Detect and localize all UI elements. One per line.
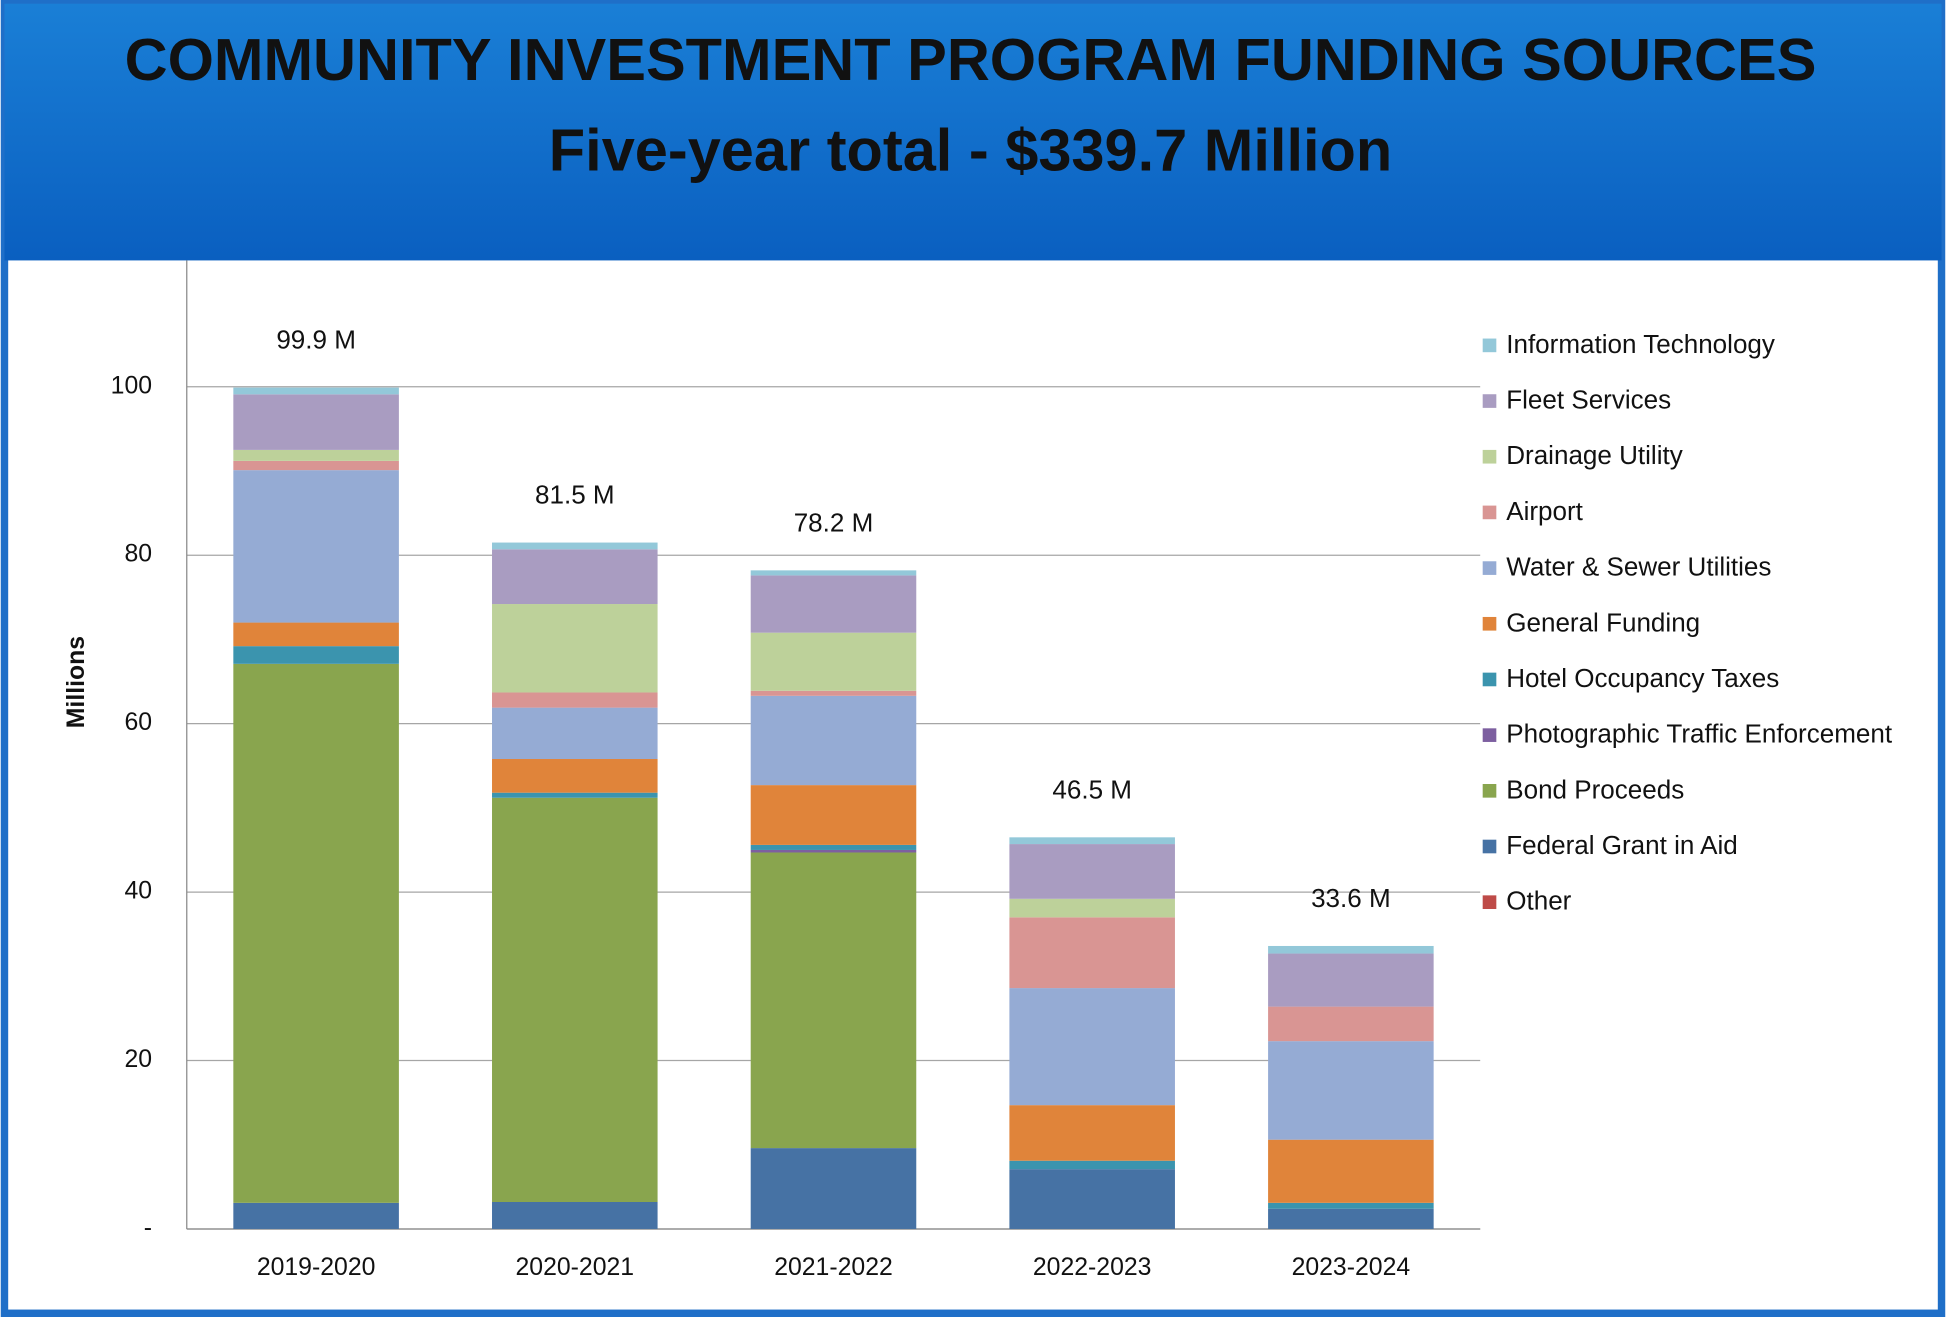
bar-segment: [750, 575, 917, 633]
bar-segment: [750, 632, 917, 691]
chart-subtitle: Five-year total - $339.7 Million: [549, 117, 1392, 184]
bar-segment: [492, 604, 658, 693]
chart-title: COMMUNITY INVESTMENT PROGRAM FUNDING SOU…: [125, 26, 1817, 93]
legend-label: Drainage Utility: [1506, 440, 1683, 470]
bar-segment: [1268, 1208, 1434, 1229]
y-axis-label: Millions: [63, 636, 90, 728]
legend-swatch: [1482, 505, 1497, 520]
legend-swatch: [1482, 561, 1497, 575]
bar-segment: [233, 387, 399, 395]
legend-label: Fleet Services: [1506, 385, 1671, 415]
y-tick-label: 100: [111, 372, 152, 399]
legend-label: Water & Sewer Utilities: [1506, 552, 1771, 582]
bar-segment: [1268, 1202, 1434, 1209]
legend-swatch: [1482, 839, 1497, 854]
total-label: 33.6 M: [1311, 883, 1391, 913]
bar-segment: [233, 663, 399, 1203]
total-label: 46.5 M: [1052, 774, 1132, 804]
y-tick-label: 40: [124, 878, 152, 905]
legend-label: Hotel Occupancy Taxes: [1506, 663, 1779, 693]
bar-segment: [492, 1202, 658, 1229]
bar-segment: [233, 394, 399, 450]
legend-swatch: [1482, 394, 1497, 408]
bar-segment: [1268, 945, 1434, 954]
legend-swatch: [1482, 338, 1497, 353]
y-tick-label: 20: [124, 1046, 152, 1073]
bar-segment: [492, 692, 658, 708]
bar-segment: [1009, 917, 1175, 989]
bar-segment: [1268, 953, 1434, 1007]
x-tick-label: 2020-2021: [516, 1254, 635, 1281]
total-label: 78.2 M: [794, 507, 874, 537]
legend-label: Information Technology: [1506, 329, 1775, 359]
bar-segment: [750, 844, 917, 850]
bar-segment: [1009, 1105, 1175, 1161]
total-label: 99.9 M: [276, 325, 356, 355]
legend-label: Other: [1506, 886, 1571, 916]
bar-segment: [492, 759, 658, 793]
legend-swatch: [1482, 728, 1497, 742]
x-tick-label: 2022-2023: [1033, 1254, 1152, 1281]
bar-segment: [1268, 1041, 1434, 1140]
total-label: 81.5 M: [535, 480, 615, 510]
bar-segment: [1268, 1006, 1434, 1042]
bar-segment: [492, 797, 658, 1203]
bar-segment: [492, 542, 658, 550]
x-tick-label: 2023-2024: [1292, 1254, 1411, 1281]
bar-segment: [1009, 988, 1175, 1106]
x-tick-label: 2021-2022: [774, 1254, 893, 1281]
legend-label: General Funding: [1506, 607, 1700, 637]
legend-label: Federal Grant in Aid: [1506, 830, 1738, 860]
bar-segment: [750, 690, 917, 696]
legend-swatch: [1482, 449, 1497, 464]
bar-segment: [1009, 1160, 1175, 1170]
bar-segment: [233, 646, 399, 664]
bar-segment: [233, 470, 399, 623]
legend-swatch: [1482, 783, 1497, 798]
y-tick-label: 80: [124, 541, 152, 568]
legend-swatch: [1482, 616, 1497, 631]
x-tick-label: 2019-2020: [257, 1254, 376, 1281]
bar-segment: [492, 549, 658, 605]
y-tick-label: 60: [124, 709, 152, 736]
bar-segment: [233, 460, 399, 471]
bar-segment: [492, 707, 658, 760]
bar-segment: [1009, 898, 1175, 918]
bar-segment: [750, 1148, 917, 1229]
legend-swatch: [1482, 895, 1497, 910]
bar-segment: [1009, 1169, 1175, 1229]
legend-label: Photographic Traffic Enforcement: [1506, 719, 1893, 749]
legend-label: Bond Proceeds: [1506, 774, 1684, 804]
bar-segment: [233, 1202, 399, 1229]
bar-segment: [750, 785, 917, 845]
bar-segment: [1009, 837, 1175, 845]
bar-segment: [750, 852, 917, 1149]
header: [4, 3, 1942, 261]
bar-segment: [233, 449, 399, 461]
bar-segment: [1009, 844, 1175, 899]
bar-segment: [233, 622, 399, 647]
bar-segment: [1268, 1139, 1434, 1203]
bar-segment: [750, 695, 917, 786]
bar-segment: [750, 849, 917, 853]
bar-segment: [492, 792, 658, 798]
bar-segment: [750, 570, 917, 576]
legend-swatch: [1482, 672, 1497, 687]
y-tick-label: -: [144, 1214, 152, 1241]
legend-label: Airport: [1506, 496, 1583, 526]
